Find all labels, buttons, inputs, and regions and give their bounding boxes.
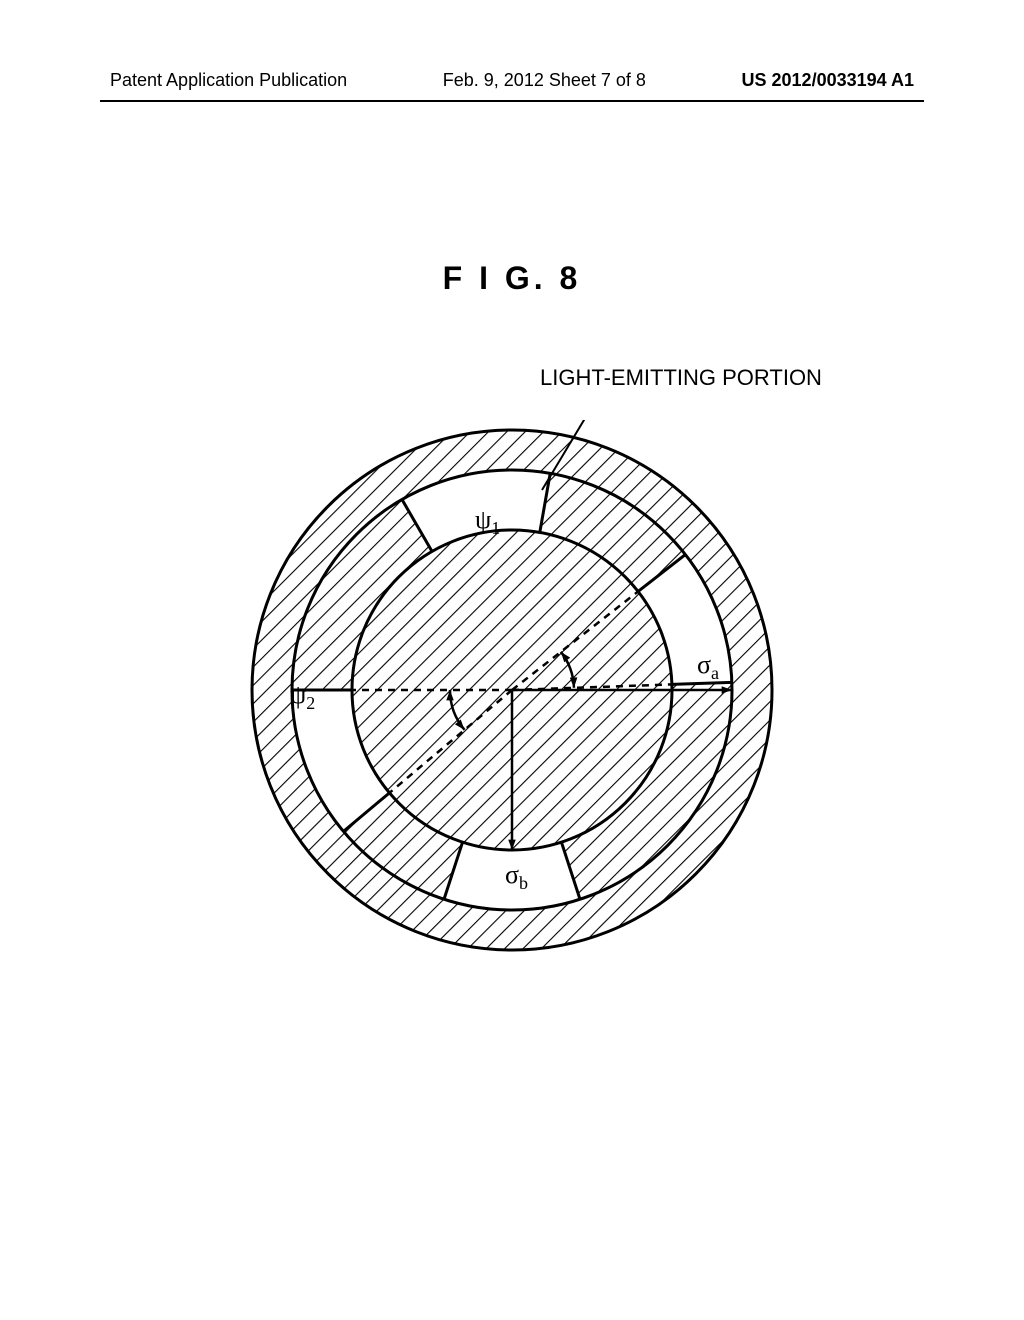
label-sigma-a: σa xyxy=(697,650,719,684)
header-divider xyxy=(100,100,924,102)
callout-label: LIGHT-EMITTING PORTION xyxy=(540,365,822,391)
label-sigma-b: σb xyxy=(505,860,528,894)
header-right: US 2012/0033194 A1 xyxy=(742,70,914,91)
header-center: Feb. 9, 2012 Sheet 7 of 8 xyxy=(443,70,646,91)
header-left: Patent Application Publication xyxy=(110,70,347,91)
label-psi2: ψ2 xyxy=(290,680,315,714)
page-header: Patent Application Publication Feb. 9, 2… xyxy=(0,70,1024,91)
figure-title: F I G. 8 xyxy=(0,260,1024,297)
label-psi1: ψ1 xyxy=(475,505,500,539)
